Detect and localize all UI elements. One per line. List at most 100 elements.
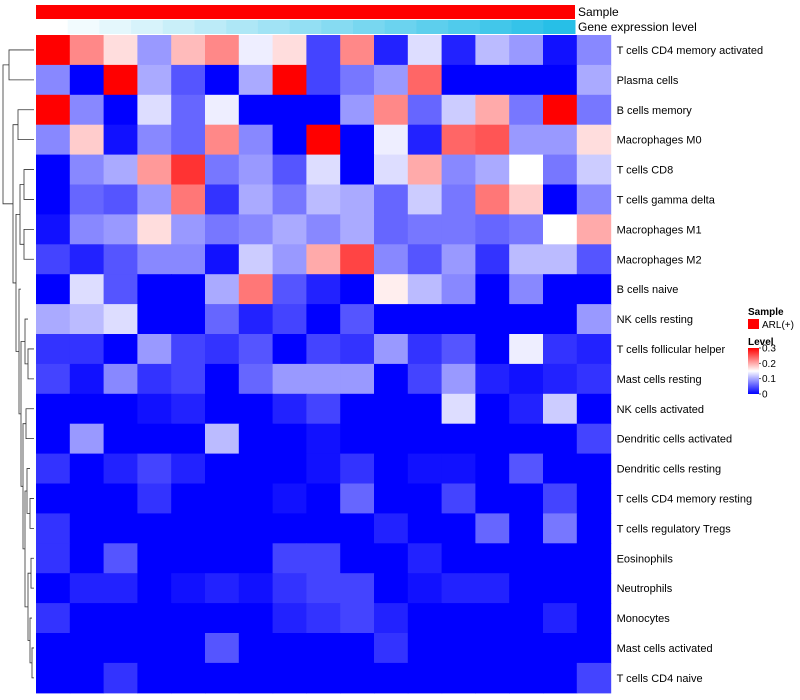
heatmap-cell [171,94,206,126]
heatmap-cell [272,543,307,574]
heatmap-cell [238,453,274,485]
heatmap-cell [475,483,510,514]
heatmap-cell [171,124,206,156]
heatmap-cell [137,662,172,694]
heatmap-cell [36,393,71,425]
heatmap-cell [171,35,206,66]
row-label: T cells gamma delta [617,194,716,206]
heatmap-cell [509,334,544,365]
heatmap-cell [374,154,409,186]
heatmap-cell [543,483,578,514]
heatmap-cell [509,184,544,215]
heatmap-cell [340,423,375,455]
row-label: T cells CD4 naive [617,673,703,685]
heatmap-cell [103,244,138,275]
heatmap-cell [103,363,138,395]
heatmap-cell [576,35,612,66]
heatmap-cell [543,274,578,305]
heatmap-cell [374,483,409,514]
sample-annotation-bar [36,5,575,19]
heatmap-cell [407,603,443,634]
heatmap-cell [475,64,510,96]
heatmap-cell [407,662,443,694]
heatmap-cell [137,633,172,664]
heatmap-cell [543,35,578,66]
heatmap-cell [543,513,578,544]
heatmap-cell [576,363,612,395]
heatmap-cell [576,334,612,365]
heatmap-cell [238,154,274,186]
heatmap-cell [238,573,274,604]
heatmap-cell [137,274,172,305]
heatmap-cell [543,662,578,694]
heatmap-cell [475,124,510,156]
heatmap-cell [137,124,172,156]
heatmap-cell [205,334,240,365]
gene-expression-annotation-bar [36,20,576,34]
heatmap-cell [340,543,375,574]
heatmap-cell [238,184,274,215]
heatmap-cell [306,543,341,574]
row-label: Mast cells resting [617,374,702,386]
heatmap-cell [205,214,240,245]
heatmap-cell [340,393,375,425]
heatmap-cell [407,393,443,425]
row-label: T cells regulatory Tregs [617,523,732,535]
heatmap-cell [576,184,612,215]
gene-annotation-cell [131,20,164,34]
heatmap-cell [407,483,443,514]
heatmap-cell [272,513,307,544]
dendrogram-branch [23,228,34,260]
heatmap-cell [509,274,544,305]
heatmap-cell [238,214,274,245]
heatmap-cell [205,304,240,335]
row-label: Dendritic cells resting [617,464,722,476]
heatmap-cell [576,423,612,455]
heatmap-cell [137,214,172,245]
heatmap-cell [238,334,274,365]
heatmap-cell [475,334,510,365]
heatmap-cell [205,603,240,634]
heatmap-cell [509,513,544,544]
heatmap-cell [36,274,71,305]
heatmap-cell [374,513,409,544]
heatmap-cell [407,513,443,544]
row-label: T cells CD4 memory resting [617,493,753,505]
heatmap-cell [475,184,510,215]
heatmap-cells [36,35,612,694]
row-label: Monocytes [617,613,671,625]
dendrogram-branch [24,318,28,365]
heatmap-cell [171,64,206,96]
heatmap-cell [69,94,105,126]
heatmap-cell [509,573,544,604]
heatmap-cell [103,513,138,544]
heatmap-cell [171,274,206,305]
legend-tick-label: 0.2 [762,359,776,370]
heatmap-cell [137,64,172,96]
legend-tick-label: 0.3 [762,344,776,355]
gene-annotation-cell [448,20,481,34]
heatmap-cell [306,573,341,604]
heatmap-cell [306,214,341,245]
heatmap-cell [306,94,341,126]
row-dendrogram [2,49,34,679]
heatmap-cell [205,94,240,126]
heatmap-cell [306,304,341,335]
row-label: NK cells activated [617,404,704,416]
legend-level-ticks: 0.3 0.2 0.1 0 [759,344,776,401]
heatmap-cell [340,633,375,664]
heatmap-cell [238,393,274,425]
heatmap-cell [576,603,612,634]
heatmap-cell [272,94,307,126]
heatmap-cell [69,274,105,305]
heatmap-cell [103,662,138,694]
dendrogram-branch [26,468,30,514]
heatmap-cell [306,64,341,96]
heatmap-cell [171,184,206,215]
heatmap-cell [36,513,71,544]
heatmap-cell [441,453,476,485]
dendrogram-branch [29,498,34,529]
heatmap-cell [407,304,443,335]
heatmap-cell [69,573,105,604]
heatmap-cell [576,214,612,245]
